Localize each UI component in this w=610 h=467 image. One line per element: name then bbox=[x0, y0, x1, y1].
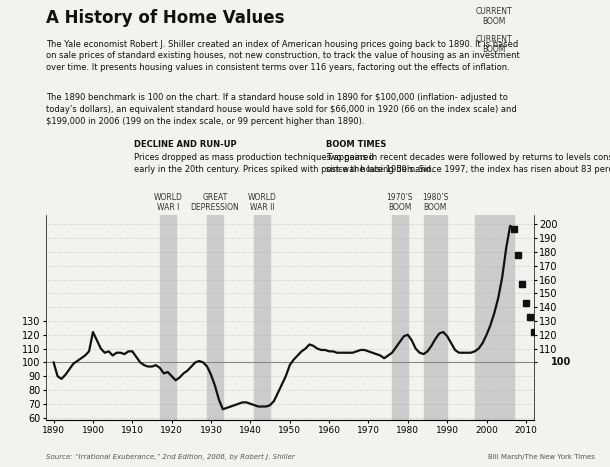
Text: Prices dropped as mass production techniques appeared
early in the 20th century.: Prices dropped as mass production techni… bbox=[134, 153, 434, 174]
Text: Two gains in recent decades were followed by returns to levels consistent
since : Two gains in recent decades were followe… bbox=[326, 153, 610, 174]
Bar bbox=[160, 215, 176, 420]
Text: WORLD
WAR II: WORLD WAR II bbox=[248, 193, 277, 212]
Text: WORLD
WAR I: WORLD WAR I bbox=[153, 193, 182, 212]
Bar bbox=[254, 215, 270, 420]
Text: Source: “Irrational Exuberance,” 2nd Edition, 2006, by Robert J. Shiller: Source: “Irrational Exuberance,” 2nd Edi… bbox=[46, 454, 295, 460]
Text: 1970’S
BOOM: 1970’S BOOM bbox=[387, 193, 413, 212]
Text: CURRENT
BOOM: CURRENT BOOM bbox=[476, 35, 513, 55]
Text: 1980’S
BOOM: 1980’S BOOM bbox=[422, 193, 448, 212]
Text: A History of Home Values: A History of Home Values bbox=[46, 9, 284, 28]
Text: Bill Marsh/The New York Times: Bill Marsh/The New York Times bbox=[488, 454, 595, 460]
Bar bbox=[392, 215, 408, 420]
Text: 100: 100 bbox=[551, 357, 571, 368]
Text: The Yale economist Robert J. Shiller created an index of American housing prices: The Yale economist Robert J. Shiller cre… bbox=[46, 40, 520, 72]
Text: GREAT
DEPRESSION: GREAT DEPRESSION bbox=[190, 193, 239, 212]
Text: DECLINE AND RUN-UP: DECLINE AND RUN-UP bbox=[134, 140, 237, 149]
Bar bbox=[207, 215, 223, 420]
Bar bbox=[423, 215, 447, 420]
Bar bbox=[475, 215, 514, 420]
Text: The 1890 benchmark is 100 on the chart. If a standard house sold in 1890 for $10: The 1890 benchmark is 100 on the chart. … bbox=[46, 93, 517, 126]
Text: CURRENT
BOOM: CURRENT BOOM bbox=[476, 7, 513, 27]
Text: BOOM TIMES: BOOM TIMES bbox=[326, 140, 387, 149]
